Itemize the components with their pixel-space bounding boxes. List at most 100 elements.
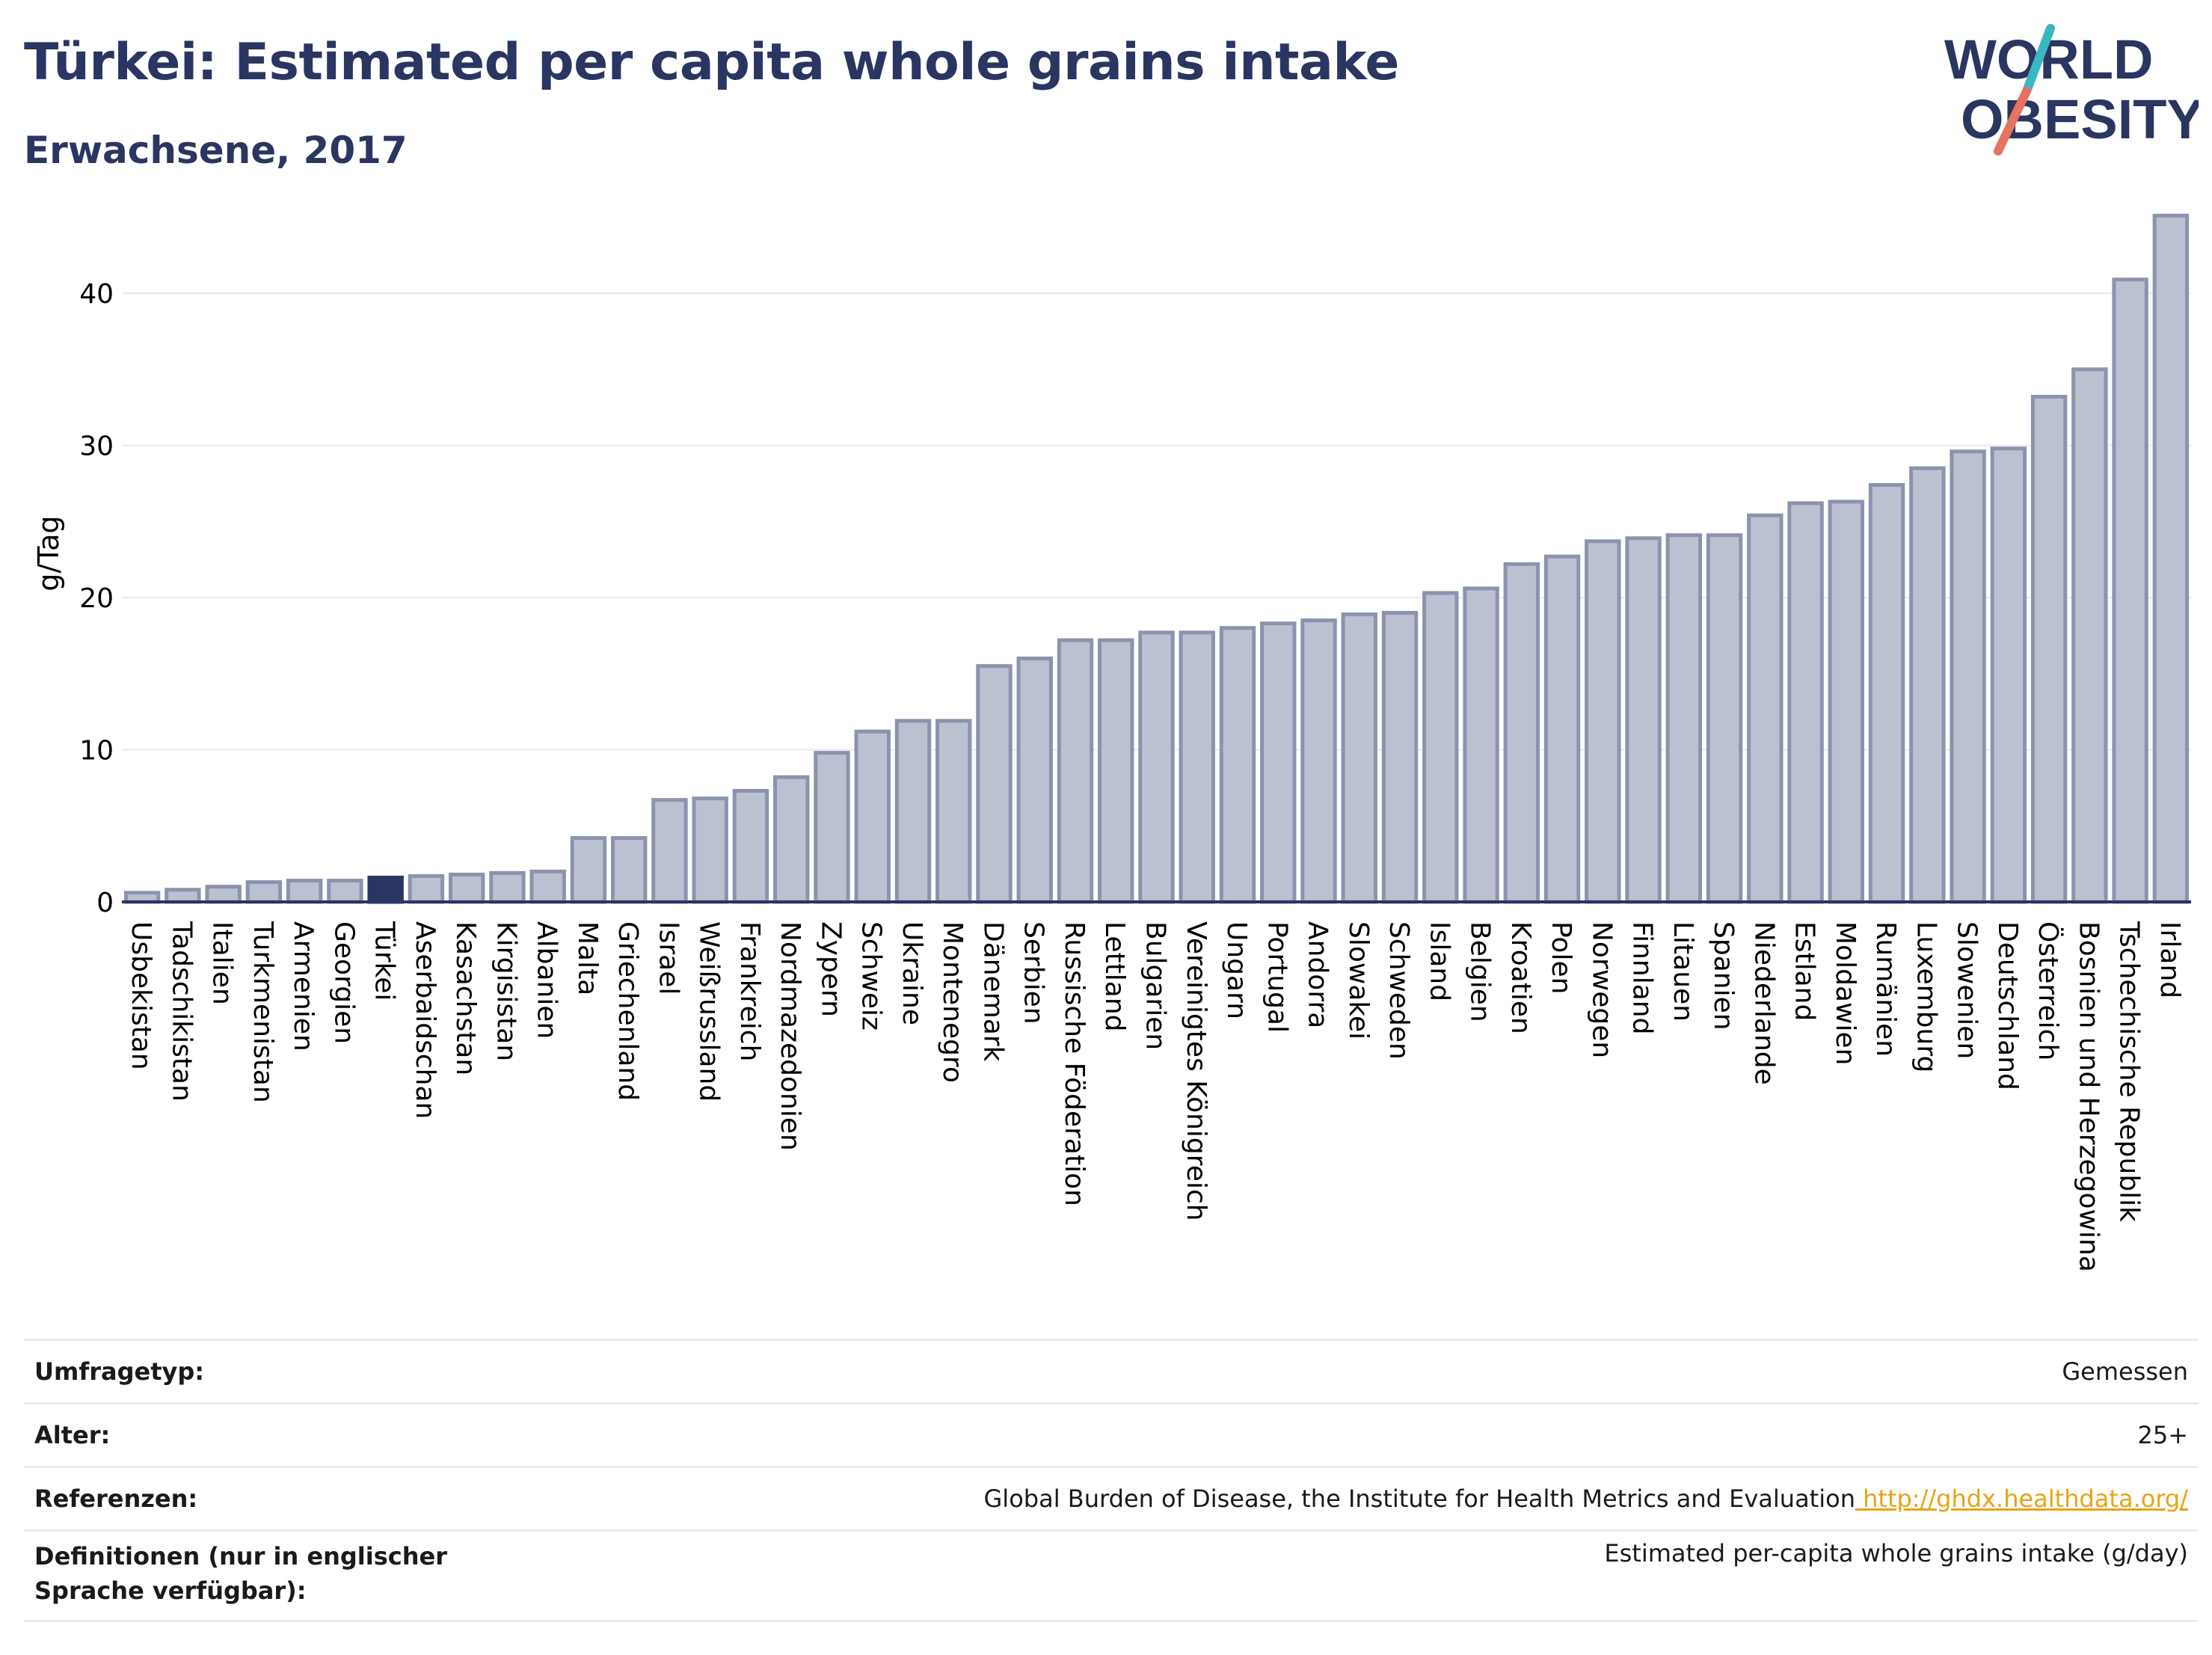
x-tick-label: Finnland bbox=[1627, 921, 1658, 1034]
x-tick-label: Andorra bbox=[1303, 921, 1333, 1028]
bar bbox=[814, 751, 850, 904]
bar bbox=[1828, 500, 1865, 904]
metadata-table: Umfragetyp: Gemessen Alter: 25+ Referenzen: G… bbox=[24, 1339, 2199, 1622]
x-tick-label: Montenegro bbox=[937, 921, 968, 1083]
x-tick-label: Tschechische Republik bbox=[2114, 921, 2145, 1222]
x-tick-label: Spanien bbox=[1708, 921, 1739, 1031]
x-tick-label: Norwegen bbox=[1586, 921, 1617, 1058]
metadata-label: Referenzen: bbox=[34, 1484, 198, 1513]
x-tick-label: Aserbaidschan bbox=[410, 921, 440, 1119]
metadata-row: Definitionen (nur in englischer Sprache … bbox=[24, 1529, 2199, 1622]
x-tick-label: Moldawien bbox=[1830, 921, 1861, 1065]
x-tick-label: Bulgarien bbox=[1140, 921, 1171, 1050]
bar bbox=[529, 869, 566, 904]
metadata-row: Alter: 25+ bbox=[24, 1402, 2199, 1466]
x-tick-label: Kasachstan bbox=[450, 921, 481, 1075]
bar bbox=[1138, 630, 1175, 904]
bar bbox=[1665, 533, 1703, 904]
x-tick-label: Lettland bbox=[1099, 921, 1130, 1032]
bar bbox=[1503, 562, 1540, 904]
bar bbox=[1381, 610, 1419, 904]
bar bbox=[1463, 586, 1499, 904]
x-tick-label: Deutschland bbox=[1992, 921, 2023, 1090]
bar bbox=[1300, 618, 1337, 904]
bar bbox=[610, 836, 648, 904]
x-tick-label: Rumänien bbox=[1870, 921, 1901, 1057]
world-obesity-logo: WORLD OBESITY bbox=[1944, 24, 2199, 156]
x-tick-label: Schweden bbox=[1383, 921, 1414, 1060]
x-tick-label: Malta bbox=[572, 921, 603, 995]
x-tick-label: Dänemark bbox=[977, 921, 1008, 1062]
metadata-row: Umfragetyp: Gemessen bbox=[24, 1339, 2199, 1402]
metadata-row: Referenzen: Global Burden of Disease, the… bbox=[24, 1466, 2199, 1529]
reference-link[interactable]: http://ghdx.healthdata.org/ bbox=[1855, 1484, 2188, 1513]
bar bbox=[245, 880, 283, 904]
x-tick-label: Bosnien und Herzegowina bbox=[2073, 921, 2104, 1272]
metadata-label: Definitionen (nur in englischer Sprache … bbox=[34, 1542, 447, 1605]
y-tick-label: 40 bbox=[79, 279, 114, 310]
bar bbox=[2071, 367, 2108, 904]
bar bbox=[570, 836, 607, 904]
bar bbox=[165, 888, 201, 904]
x-tick-label: Slowakei bbox=[1343, 921, 1374, 1040]
x-tick-label: Israel bbox=[653, 921, 683, 995]
bar bbox=[1543, 554, 1581, 904]
metadata-label: Alter: bbox=[34, 1421, 111, 1449]
y-tick-label: 20 bbox=[79, 583, 114, 614]
bar bbox=[1016, 656, 1053, 904]
x-tick-label: Ungarn bbox=[1221, 921, 1252, 1019]
bar bbox=[2030, 394, 2068, 904]
x-tick-label: Niederlande bbox=[1748, 921, 1779, 1085]
bar bbox=[732, 788, 769, 904]
x-tick-labels: Usbekistan Tadschikistan Italien Turkmenist… bbox=[126, 921, 2185, 1272]
x-tick-label: Türkei bbox=[369, 921, 400, 1001]
x-tick-label: Polen bbox=[1546, 921, 1576, 994]
x-tick-label: Schweiz bbox=[856, 921, 887, 1031]
metadata-value: Gemessen bbox=[2062, 1357, 2188, 1386]
chart-subtitle: Erwachsene, 2017 bbox=[24, 129, 408, 172]
bar bbox=[1219, 626, 1256, 904]
x-tick-label: Kirgisistan bbox=[491, 921, 521, 1061]
y-axis-label: g/Tag bbox=[32, 515, 65, 591]
bar bbox=[1341, 612, 1377, 904]
x-tick-label: Usbekistan bbox=[126, 921, 156, 1070]
metadata-value: Global Burden of Disease, the Institute … bbox=[983, 1484, 2189, 1513]
x-tick-label: Griechenland bbox=[612, 921, 643, 1101]
logo-slash-teal bbox=[2022, 24, 2055, 96]
x-tick-label: Albanien bbox=[532, 921, 562, 1039]
x-tick-label: Tadschikistan bbox=[166, 921, 197, 1102]
bar bbox=[1787, 501, 1824, 904]
bar bbox=[448, 872, 485, 904]
bar bbox=[894, 719, 932, 904]
y-tick-label: 0 bbox=[96, 888, 114, 918]
logo-slash-coral bbox=[1994, 87, 2031, 156]
metadata-value: Estimated per-capita whole grains intake… bbox=[1604, 1539, 2188, 1568]
x-tick-label: Georgien bbox=[328, 921, 359, 1044]
x-tick-label: Ukraine bbox=[897, 921, 927, 1025]
bar bbox=[936, 719, 972, 904]
x-tick-label: Island bbox=[1424, 921, 1454, 1001]
x-tick-label: Italien bbox=[207, 921, 238, 1005]
bar bbox=[1179, 630, 1215, 904]
x-tick-label: Russische Föderation bbox=[1059, 921, 1090, 1206]
bar bbox=[286, 879, 323, 904]
x-tick-label: Luxemburg bbox=[1911, 921, 1941, 1072]
bar bbox=[1868, 482, 1905, 904]
bar bbox=[773, 775, 810, 904]
x-tick-label: Weißrussland bbox=[694, 921, 725, 1102]
x-tick-label: Turkmenistan bbox=[248, 921, 278, 1103]
bar bbox=[1909, 466, 1946, 904]
bar bbox=[2152, 213, 2190, 904]
bar bbox=[408, 873, 445, 904]
metadata-value: 25+ bbox=[2137, 1421, 2188, 1449]
x-tick-label: Armenien bbox=[288, 921, 319, 1051]
y-tick-labels: 0 10 20 30 40 bbox=[79, 279, 114, 918]
bar bbox=[976, 664, 1013, 904]
x-tick-label: Estland bbox=[1789, 921, 1820, 1021]
x-tick-label: Slowenien bbox=[1952, 921, 1982, 1059]
x-tick-label: Belgien bbox=[1465, 921, 1496, 1022]
bar bbox=[1585, 539, 1621, 904]
y-tick-label: 10 bbox=[79, 736, 114, 767]
bar bbox=[367, 875, 404, 904]
x-tick-label: Vereinigtes Königreich bbox=[1181, 921, 1211, 1221]
